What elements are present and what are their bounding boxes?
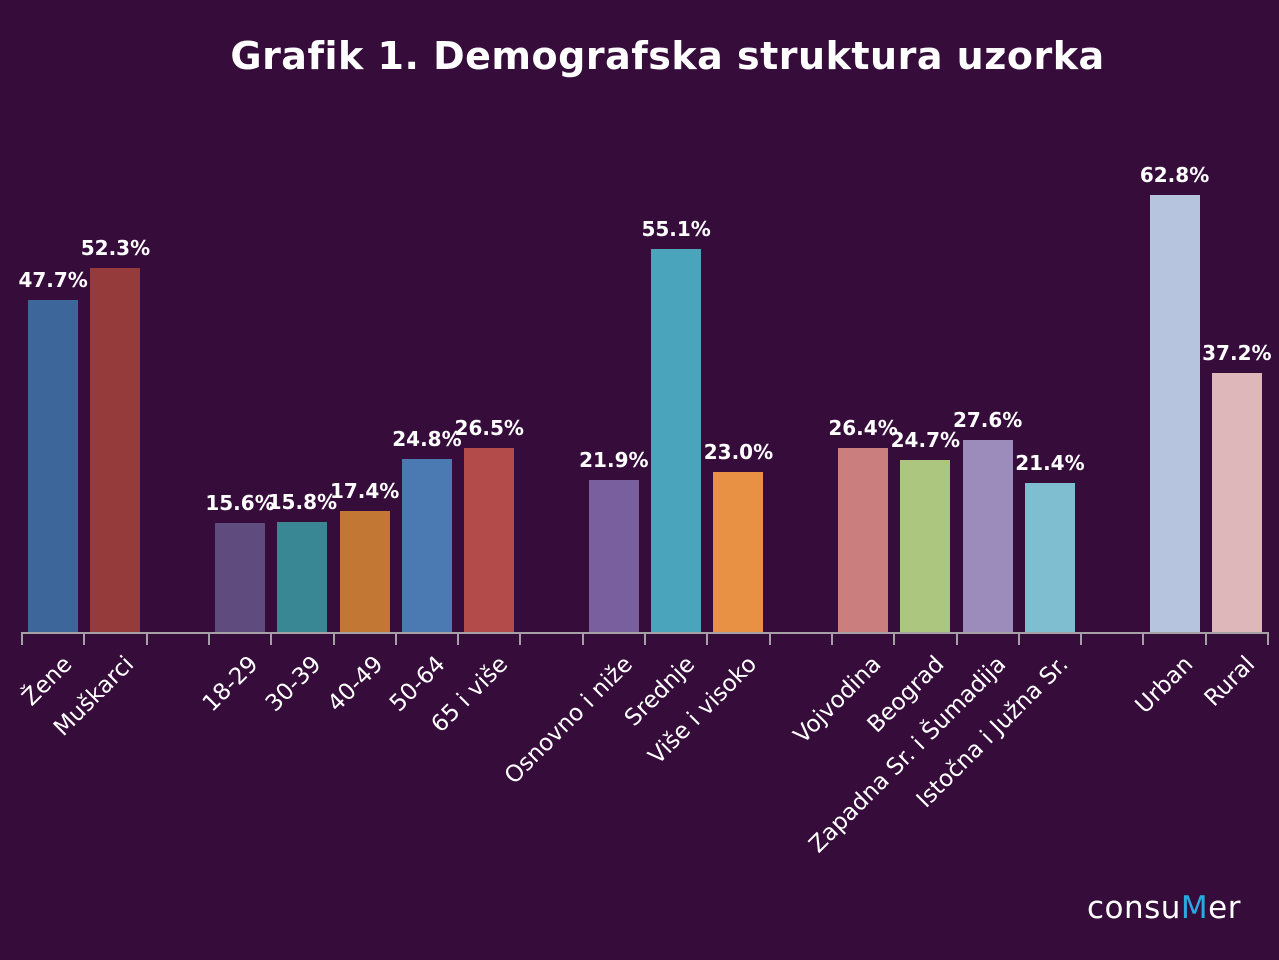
category-label: Rural	[1200, 651, 1261, 712]
bar	[277, 522, 328, 632]
bar	[962, 440, 1013, 632]
bar	[1149, 195, 1200, 632]
x-axis-tick	[519, 632, 522, 645]
bar-value-label: 21.9%	[579, 448, 649, 472]
logo-text-suffix: er	[1208, 890, 1241, 926]
bar-value-label: 21.4%	[1015, 451, 1085, 475]
bar	[215, 523, 266, 632]
category-label: 30-39	[260, 651, 327, 717]
bar	[1211, 373, 1262, 632]
logo-highlight-letter: M	[1180, 890, 1209, 926]
chart-title: Grafik 1. Demografska struktura uzorka	[230, 34, 1105, 78]
category-label: Osnovno i niže	[499, 651, 638, 790]
x-axis-tick	[457, 632, 460, 645]
x-axis-tick	[1080, 632, 1083, 645]
bar	[464, 448, 515, 632]
x-axis-tick	[394, 632, 397, 645]
bar	[838, 448, 889, 632]
x-axis-tick	[83, 632, 86, 645]
x-axis-tick	[830, 632, 833, 645]
x-axis-tick	[1017, 632, 1020, 645]
x-axis-tick	[893, 632, 896, 645]
category-label: 40-49	[322, 651, 389, 717]
bar-value-label: 24.8%	[392, 427, 462, 451]
category-label: 18-29	[198, 651, 264, 717]
x-axis-tick	[332, 632, 335, 645]
bar-value-label: 26.5%	[454, 416, 524, 440]
bar-value-label: 24.7%	[890, 428, 961, 452]
bar	[713, 472, 764, 632]
bar	[1024, 483, 1075, 632]
x-axis-tick	[21, 632, 23, 645]
bar	[28, 300, 79, 632]
bar-value-label: 17.4%	[329, 479, 400, 503]
bar-value-label: 52.3%	[80, 236, 151, 260]
bar-value-label: 47.7%	[18, 268, 88, 292]
bar-value-label: 26.4%	[828, 416, 898, 440]
bar-value-label: 55.1%	[641, 217, 711, 241]
bar-value-label: 62.8%	[1139, 163, 1210, 187]
bar	[90, 268, 141, 632]
bar-value-label: 15.6%	[205, 491, 275, 515]
bar	[339, 511, 390, 632]
bar	[900, 460, 951, 632]
x-axis-tick	[768, 632, 771, 645]
x-axis-tick	[270, 632, 273, 645]
bar-value-label: 37.2%	[1202, 341, 1272, 365]
bar-value-label: 15.8%	[267, 490, 338, 514]
x-axis-tick	[1142, 632, 1145, 645]
bar-value-label: 27.6%	[952, 408, 1023, 432]
logo-text-prefix: consu	[1086, 890, 1181, 926]
category-label: Urban	[1130, 651, 1199, 719]
bar	[651, 249, 702, 632]
x-axis-tick	[581, 632, 584, 645]
brand-logo: consuMer	[1087, 890, 1241, 926]
x-axis-tick	[1267, 632, 1269, 645]
x-axis-tick	[145, 632, 148, 645]
x-axis-tick	[706, 632, 709, 645]
category-label: Vojvodina	[789, 651, 887, 749]
x-axis-tick	[955, 632, 958, 645]
bar	[401, 459, 452, 632]
x-axis-tick	[644, 632, 646, 645]
bar	[588, 480, 639, 632]
x-axis-tick	[1204, 632, 1207, 645]
bar-value-label: 23.0%	[703, 440, 774, 464]
x-axis-tick	[207, 632, 210, 645]
